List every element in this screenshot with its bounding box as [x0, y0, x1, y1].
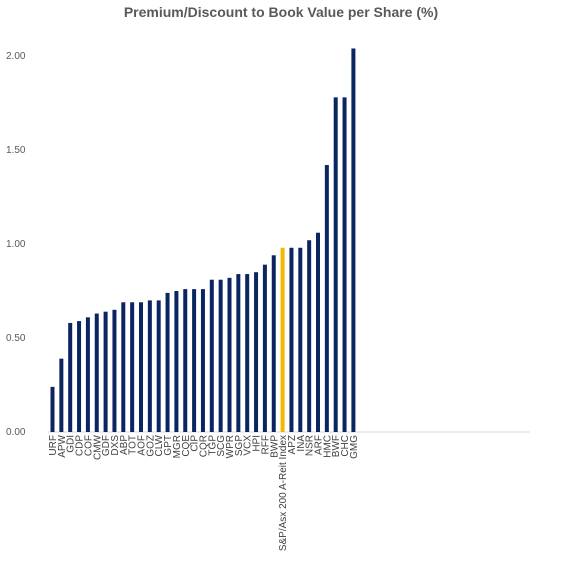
bar [103, 311, 108, 432]
x-category-label: CQR [198, 435, 209, 457]
x-category-label: INA [296, 435, 307, 452]
bar [50, 386, 55, 432]
x-category-label: GOZ [145, 435, 156, 457]
bar [316, 232, 320, 432]
x-category-label: CMW [92, 434, 103, 460]
x-category-label: APW [57, 434, 68, 457]
x-category-label: ABP [119, 435, 130, 455]
bar [192, 289, 197, 432]
bar [174, 291, 179, 432]
x-category-label: SCG [216, 435, 227, 457]
x-category-label: CQE [181, 435, 192, 457]
x-category-label: APZ [287, 435, 298, 454]
bar [59, 358, 64, 432]
bar [94, 313, 99, 432]
x-axis-labels: URFAPWGDICDPCOFCMWGDFDXSABPTOTAOFGOZCLWG… [48, 434, 360, 551]
x-category-label: MGR [172, 435, 183, 458]
bar [112, 309, 117, 432]
x-category-label: SGP [234, 435, 245, 456]
y-axis: 0.00 0.50 1.00 1.50 2.00 [6, 51, 26, 438]
bar [298, 247, 303, 432]
x-category-label: BWP [269, 435, 280, 458]
x-category-label: NSR [305, 435, 316, 456]
bar [139, 302, 143, 432]
bar [271, 255, 276, 432]
bar [183, 289, 188, 432]
x-category-label: CDP [75, 435, 86, 456]
bar [254, 272, 259, 432]
y-tick-label: 0.50 [6, 333, 26, 344]
bar [227, 277, 232, 432]
x-category-label: HPI [252, 435, 263, 452]
x-category-label: S&P/Asx 200 A-Reit Index [278, 435, 289, 551]
x-category-label: URF [48, 435, 59, 456]
y-tick-label: 0.00 [6, 427, 26, 438]
y-tick-label: 1.50 [6, 145, 26, 156]
bar [324, 165, 329, 433]
bar [245, 274, 250, 432]
x-category-label: VCX [243, 435, 254, 456]
bar [85, 317, 90, 432]
x-category-label: BWF [331, 435, 342, 457]
x-category-label: COF [83, 435, 94, 456]
bar [68, 322, 73, 432]
x-category-label: GDF [101, 435, 112, 456]
x-category-label: TOT [128, 435, 139, 455]
x-category-label: GPT [163, 435, 174, 456]
x-category-label: CHC [340, 435, 351, 457]
bar [342, 97, 347, 433]
bar [130, 302, 135, 432]
x-category-label: GDI [66, 435, 77, 453]
bar [218, 279, 223, 432]
x-category-label: GMG [349, 435, 360, 459]
bar [147, 300, 152, 432]
bars [50, 48, 356, 433]
bar [121, 302, 126, 432]
bar [307, 240, 312, 432]
bar [156, 300, 161, 432]
x-category-label: DXS [110, 435, 121, 456]
bar [200, 289, 205, 432]
bar [262, 264, 267, 432]
x-category-label: TGP [207, 435, 218, 456]
bar [333, 97, 338, 433]
bar [77, 321, 82, 432]
y-tick-label: 2.00 [6, 51, 26, 62]
x-category-label: HMC [322, 435, 333, 458]
bar [351, 48, 356, 432]
x-category-label: WPR [225, 435, 236, 458]
y-tick-label: 1.00 [6, 239, 26, 250]
bar [289, 247, 294, 432]
bar [209, 279, 214, 432]
x-category-label: ARF [314, 435, 325, 455]
bar [236, 274, 241, 432]
x-category-label: CIP [190, 435, 201, 452]
bar [165, 292, 170, 432]
x-category-label: CLW [154, 434, 165, 456]
bar-highlight [280, 247, 285, 432]
x-category-label: RFF [260, 435, 271, 454]
chart-title: Premium/Discount to Book Value per Share… [123, 4, 439, 20]
x-category-label: AOF [137, 435, 148, 456]
